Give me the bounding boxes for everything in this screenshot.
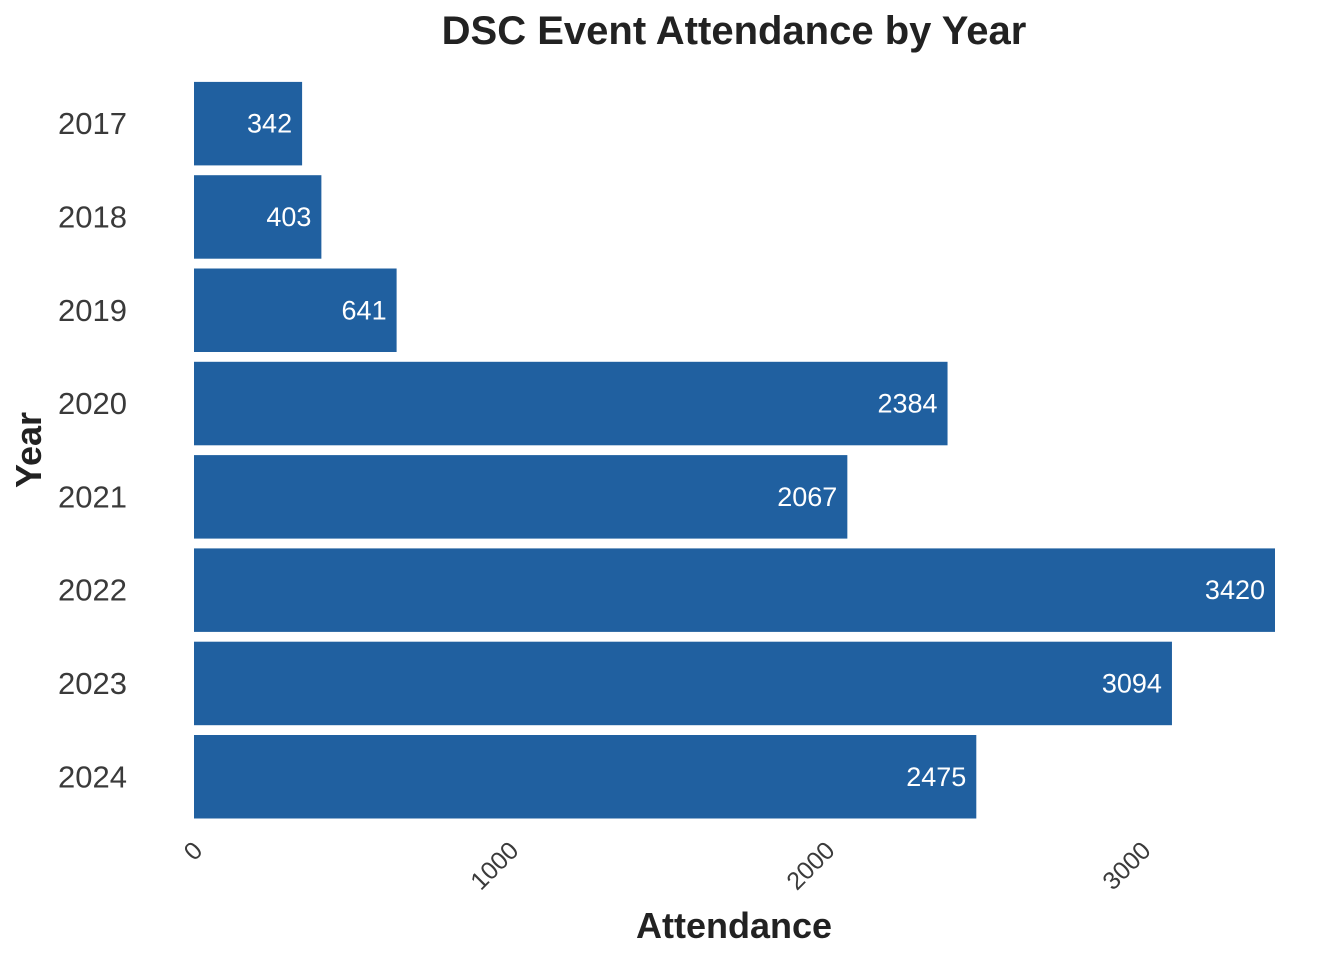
bar-2019	[194, 268, 397, 352]
bars-layer: 342 403 641 2384 2067 3420 3094 2475	[194, 81, 1275, 819]
y-axis-title: Year	[8, 412, 49, 488]
x-axis-ticks: 0 1000 2000 3000	[179, 836, 1157, 895]
y-tick-label-2019: 2019	[58, 293, 127, 328]
bar-data-label-2018: 403	[266, 202, 311, 232]
y-tick-label-2020: 2020	[58, 386, 127, 421]
bar-data-label-2019: 641	[342, 295, 387, 325]
bar-2023	[194, 641, 1172, 726]
x-tick-label-0: 0	[179, 836, 209, 866]
bar-data-label-2021: 2067	[777, 482, 837, 512]
bar-data-label-2024: 2475	[906, 762, 966, 792]
y-tick-label-2021: 2021	[58, 479, 127, 514]
x-axis-title: Attendance	[636, 905, 832, 946]
bar-data-label-2020: 2384	[877, 389, 937, 419]
bar-2020	[194, 361, 948, 446]
bar-2022	[194, 548, 1275, 632]
x-tick-label-1000: 1000	[465, 836, 524, 895]
y-tick-label-2023: 2023	[58, 666, 127, 701]
y-tick-label-2022: 2022	[58, 573, 127, 608]
y-tick-label-2024: 2024	[58, 759, 127, 794]
y-tick-label-2017: 2017	[58, 106, 127, 141]
bar-2018	[194, 175, 322, 259]
bar-2017	[194, 81, 303, 166]
bar-data-label-2022: 3420	[1205, 575, 1265, 605]
bar-data-label-2023: 3094	[1102, 668, 1162, 698]
chart-title: DSC Event Attendance by Year	[442, 9, 1027, 53]
y-axis-ticks: 2017 2018 2019 2020 2021 2022 2023 2024	[58, 106, 127, 794]
x-tick-label-2000: 2000	[781, 836, 840, 895]
bar-data-label-2017: 342	[247, 109, 292, 139]
y-tick-label-2018: 2018	[58, 199, 127, 234]
x-tick-label-3000: 3000	[1097, 836, 1156, 895]
bar-2024	[194, 735, 977, 819]
bar-2021	[194, 455, 848, 539]
